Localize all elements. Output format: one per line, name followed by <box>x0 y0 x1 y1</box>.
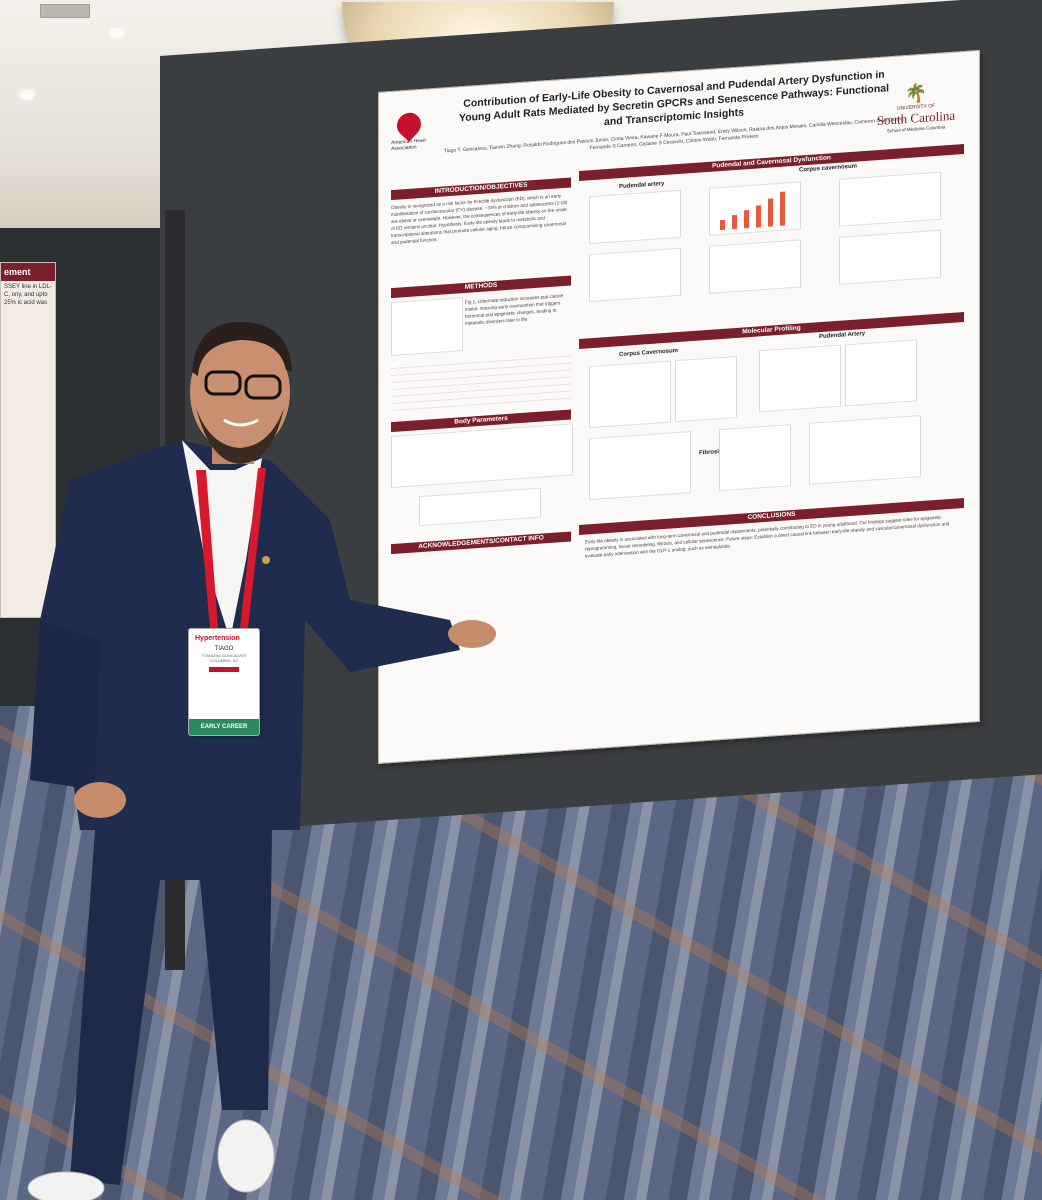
neighbor-poster: ement SSEY line in LDL-C, ony, and upto … <box>0 262 56 618</box>
smile <box>223 418 259 427</box>
neighbor-poster-text: SSEY line in LDL-C, ony, and upto 25% ic… <box>4 284 52 306</box>
hair <box>192 321 292 376</box>
trousers <box>70 830 272 1185</box>
glasses-right-lens <box>244 374 282 400</box>
ceiling-light <box>20 90 34 100</box>
right-shoe <box>217 1119 275 1193</box>
badge-ribbon: EARLY CAREER <box>189 719 259 735</box>
badge-last-name: TOMAZINI GONCALVES <box>201 653 247 658</box>
ceiling-light <box>110 28 124 38</box>
lanyard-left <box>196 470 218 628</box>
badge-location: COLUMBIA, SC <box>209 658 239 663</box>
badge-event: Hypertension <box>189 629 259 644</box>
beard <box>196 408 284 464</box>
neighbor-poster-header: ement <box>1 263 55 281</box>
glasses-left-lens <box>204 370 242 396</box>
left-sleeve <box>30 620 100 790</box>
badge-first-name: TIAGO <box>214 646 234 652</box>
left-hand <box>74 782 126 818</box>
ceiling-vent <box>40 4 90 18</box>
face <box>190 330 290 454</box>
right-hand <box>448 620 496 648</box>
badge-member-tag <box>209 667 239 672</box>
name-badge: Hypertension TIAGO TOMAZINI GONCALVES CO… <box>188 628 260 736</box>
lapel-pin <box>262 556 270 564</box>
lanyard-right <box>240 468 266 628</box>
left-shoe <box>27 1171 105 1200</box>
